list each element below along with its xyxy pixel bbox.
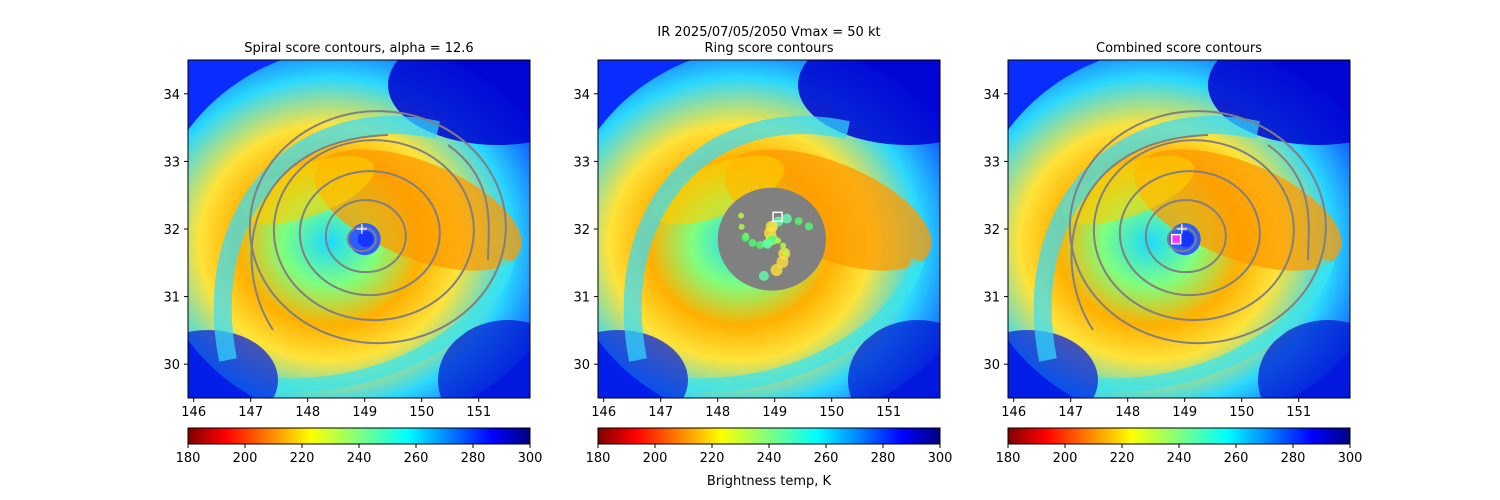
center-square-marker (1170, 233, 1182, 245)
colorbar-tick-label: 240 (1167, 451, 1192, 466)
contour-line (1092, 139, 1295, 322)
colorbar-label: Brightness temp, K (707, 474, 832, 489)
colorbar-tick-label: 180 (176, 451, 201, 466)
colorbar-tick-label: 180 (996, 451, 1021, 466)
x-tick-label: 149 (1172, 405, 1197, 420)
y-tick-label: 30 (163, 358, 180, 373)
contour-line (250, 134, 389, 331)
contour-overlay (248, 110, 507, 345)
colorbar-tick-label: 300 (1338, 451, 1363, 466)
x-tick-label: 148 (705, 405, 730, 420)
x-tick-label: 146 (591, 405, 616, 420)
colorbar-tick-label: 220 (700, 451, 725, 466)
x-tick-label: 151 (876, 405, 901, 420)
x-tick-label: 150 (819, 405, 844, 420)
panel-1: Spiral score contours, alpha = 12.6 146 14… (163, 41, 543, 466)
y-tick-label: 33 (163, 155, 180, 170)
x-tick-label: 147 (1058, 405, 1083, 420)
contour-overlay (717, 187, 826, 291)
x-tick-label: 148 (295, 405, 320, 420)
colorbar (1007, 427, 1351, 445)
x-tick-label: 151 (1286, 405, 1311, 420)
y-tick-label: 33 (983, 155, 1000, 170)
colorbar-tick-label: 220 (1110, 451, 1135, 466)
x-tick-label: 149 (762, 405, 787, 420)
contour-line (447, 144, 490, 261)
colorbar-tick-label: 260 (814, 451, 839, 466)
panel-2: Ring score contours 146 147 148 149 150 151 30 3… (573, 41, 953, 466)
colorbar-tick-label: 280 (871, 451, 896, 466)
y-tick-label: 30 (983, 358, 1000, 373)
x-tick-label: 149 (352, 405, 377, 420)
colorbar-tick-label: 220 (290, 451, 315, 466)
colorbar-tick-label: 300 (518, 451, 543, 466)
y-tick-label: 31 (983, 291, 1000, 306)
x-tick-label: 147 (238, 405, 263, 420)
contour-line (272, 139, 475, 322)
colorbar-tick-label: 240 (347, 451, 372, 466)
center-square-marker (772, 211, 783, 223)
colorbar-tick-label: 200 (233, 451, 258, 466)
y-tick-label: 32 (983, 223, 1000, 238)
x-tick-label: 150 (409, 405, 434, 420)
panel-title: Spiral score contours, alpha = 12.6 (244, 41, 473, 56)
y-tick-label: 32 (573, 223, 590, 238)
y-tick-label: 34 (163, 88, 180, 103)
colorbar (187, 427, 531, 445)
x-tick-label: 146 (1001, 405, 1026, 420)
colorbar-tick-label: 260 (404, 451, 429, 466)
x-tick-label: 147 (648, 405, 673, 420)
colorbar-tick-label: 240 (757, 451, 782, 466)
colorbar-tick-label: 200 (1053, 451, 1078, 466)
panel-3: Combined score contours 146 147 148 149 150 15… (983, 41, 1363, 466)
y-tick-label: 32 (163, 223, 180, 238)
contour-overlay (1068, 110, 1327, 345)
contour-line (324, 199, 407, 274)
colorbar-tick-label: 180 (586, 451, 611, 466)
y-tick-label: 33 (573, 155, 590, 170)
contour-line (298, 170, 441, 297)
suptitle: IR 2025/07/05/2050 Vmax = 50 kt (657, 25, 880, 40)
panel-title: Ring score contours (704, 41, 833, 56)
y-tick-label: 30 (573, 358, 590, 373)
contour-line (1068, 110, 1327, 345)
contour-line (1118, 170, 1261, 297)
colorbar (597, 427, 941, 445)
contour-line (248, 110, 507, 345)
colorbar-tick-label: 300 (928, 451, 953, 466)
y-tick-label: 31 (163, 291, 180, 306)
y-tick-label: 34 (573, 88, 590, 103)
x-tick-label: 151 (466, 405, 491, 420)
x-tick-label: 148 (1115, 405, 1140, 420)
colorbar-tick-label: 280 (1281, 451, 1306, 466)
x-tick-label: 150 (1229, 405, 1254, 420)
center-plus-marker (356, 224, 367, 234)
contour-line (1144, 199, 1227, 274)
y-tick-label: 31 (573, 291, 590, 306)
colorbar-tick-label: 260 (1224, 451, 1249, 466)
colorbar-tick-label: 280 (461, 451, 486, 466)
brightness-temp-image (598, 60, 940, 398)
colorbar-tick-label: 200 (643, 451, 668, 466)
contour-line (1070, 134, 1209, 331)
contour-line (1267, 144, 1310, 261)
panel-title: Combined score contours (1096, 41, 1262, 56)
center-plus-marker (1176, 224, 1187, 234)
y-tick-label: 34 (983, 88, 1000, 103)
x-tick-label: 146 (181, 405, 206, 420)
